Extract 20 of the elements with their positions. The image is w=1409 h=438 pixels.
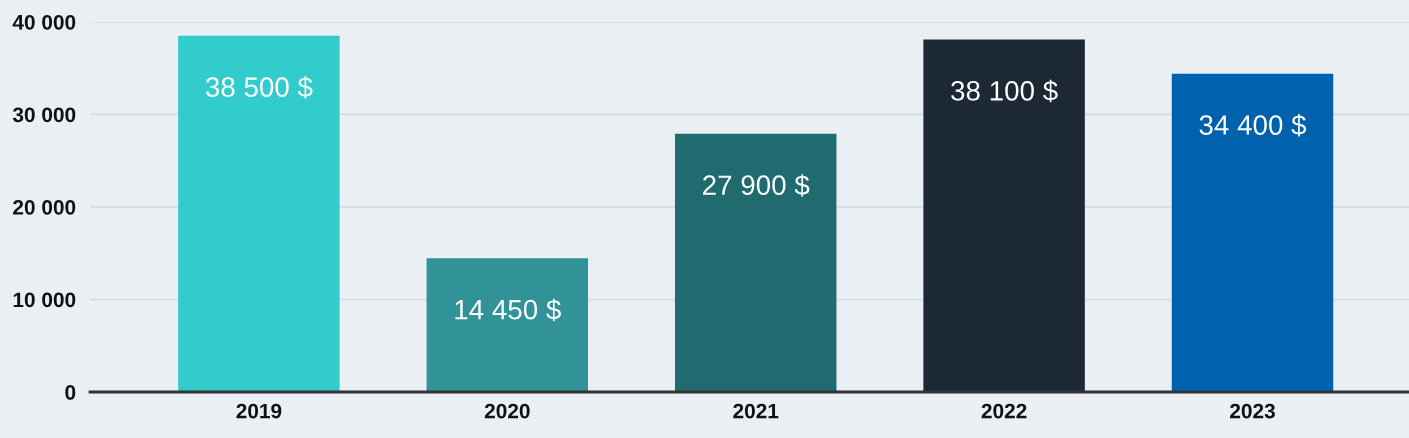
bar — [674, 133, 837, 393]
bar — [178, 35, 340, 393]
x-tick-label: 2022 — [981, 403, 1027, 419]
y-tick-label: 10 000 — [13, 292, 76, 308]
data-label: 38 100 $ — [951, 79, 1058, 103]
data-label: 14 450 $ — [455, 298, 561, 322]
x-tick-label: 2021 — [733, 403, 779, 419]
bar — [1171, 73, 1334, 393]
y-tick-label: 0 — [65, 385, 76, 400]
data-label: 27 900 $ — [703, 174, 810, 197]
x-tick-label: 2020 — [484, 403, 530, 419]
x-tick-label: 2019 — [236, 403, 282, 419]
data-label: 38 500 $ — [205, 76, 313, 99]
y-tick-label: 40 000 — [12, 14, 76, 30]
y-tick-label: 30 000 — [12, 107, 76, 123]
bar — [923, 39, 1085, 393]
bar — [426, 258, 589, 393]
y-tick-label: 20 000 — [13, 199, 76, 215]
data-label: 34 400 $ — [1199, 114, 1307, 137]
x-tick-label: 2023 — [1230, 403, 1275, 419]
